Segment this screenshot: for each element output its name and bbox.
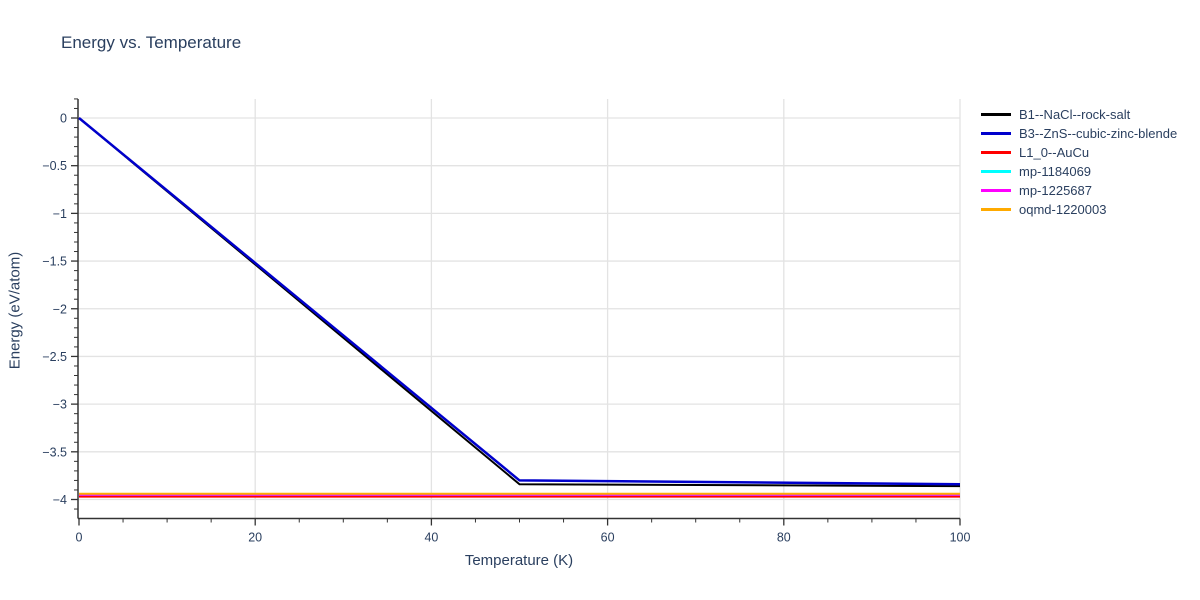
- legend-item-b3-zns-cubic-zinc-blende[interactable]: B3--ZnS--cubic-zinc-blende: [981, 124, 1177, 143]
- legend-item-oqmd-1220003[interactable]: oqmd-1220003: [981, 200, 1177, 219]
- series-line-b1-nacl-rock-salt: [78, 117, 961, 488]
- legend-label: B3--ZnS--cubic-zinc-blende: [1019, 126, 1178, 141]
- x-tick-label: 20: [248, 531, 262, 545]
- legend-line-swatch: [981, 113, 1011, 116]
- y-tick-label: −1.5: [42, 255, 67, 269]
- x-tick-label: 80: [777, 531, 791, 545]
- legend-label: mp-1184069: [1019, 164, 1092, 179]
- y-tick-label: −2.5: [42, 350, 67, 364]
- legend-label: B1--NaCl--rock-salt: [1019, 107, 1131, 122]
- y-tick-label: −2: [53, 302, 67, 316]
- x-axis-label: Temperature (K): [464, 552, 574, 569]
- legend-label: L1_0--AuCu: [1019, 145, 1090, 160]
- x-tick-label: 40: [424, 531, 438, 545]
- legend-item-l1-0-aucu[interactable]: L1_0--AuCu: [981, 143, 1177, 162]
- y-tick-label: −3: [53, 398, 67, 412]
- legend-line-swatch: [981, 151, 1011, 154]
- y-tick-label: −4: [53, 493, 67, 507]
- chart-title: Energy vs. Temperature: [61, 33, 242, 52]
- legend: B1--NaCl--rock-salt B3--ZnS--cubic-zinc-b…: [981, 105, 1177, 219]
- legend-line-swatch: [981, 189, 1011, 192]
- y-tick-label: −1: [53, 207, 67, 221]
- legend-label: oqmd-1220003: [1019, 202, 1107, 217]
- legend-line-swatch: [981, 170, 1011, 173]
- x-tick-label: 0: [76, 531, 83, 545]
- legend-item-mp-1225687[interactable]: mp-1225687: [981, 181, 1177, 200]
- series-line-b3-zns-cubic-zinc-blende: [78, 117, 961, 486]
- legend-label: mp-1225687: [1019, 183, 1092, 198]
- y-tick-label: −3.5: [42, 445, 67, 459]
- x-tick-label: 100: [950, 531, 971, 545]
- legend-item-mp-1184069[interactable]: mp-1184069: [981, 162, 1177, 181]
- y-tick-label: −0.5: [42, 159, 67, 173]
- y-axis-label: Energy (eV/atom): [6, 251, 24, 370]
- legend-item-b1-nacl-rock-salt[interactable]: B1--NaCl--rock-salt: [981, 105, 1177, 124]
- legend-line-swatch: [981, 132, 1011, 135]
- y-tick-label: 0: [60, 112, 67, 126]
- x-tick-label: 60: [601, 531, 615, 545]
- legend-line-swatch: [981, 208, 1011, 211]
